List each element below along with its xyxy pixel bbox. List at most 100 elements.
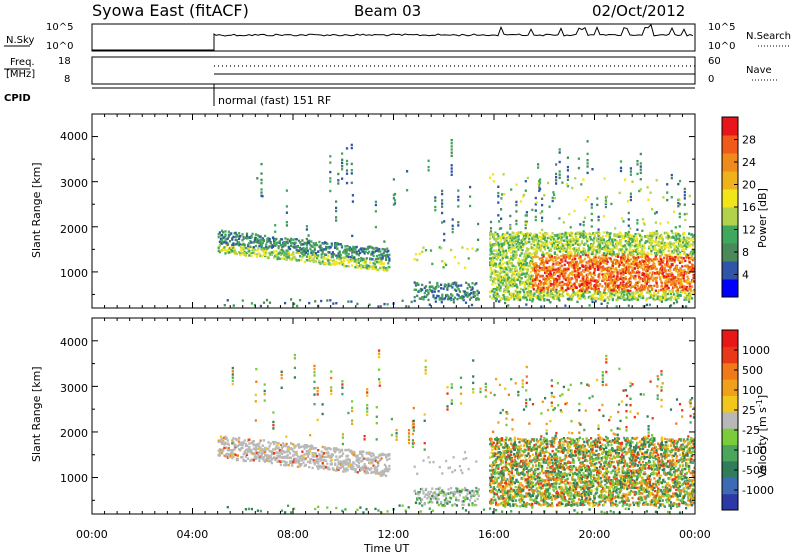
echo-cell — [525, 291, 529, 294]
echo-cell — [500, 278, 503, 281]
echo-cell — [649, 268, 652, 271]
echo-cell — [558, 241, 561, 245]
echo-cell — [382, 266, 385, 269]
streak-cell — [406, 170, 409, 173]
streak-cell — [558, 170, 561, 173]
streak-cell — [534, 196, 537, 200]
echo-cell — [594, 286, 597, 289]
echo-cell — [654, 221, 657, 224]
echo-cell — [545, 271, 548, 275]
echo-cell — [516, 243, 520, 247]
streak-cell — [566, 169, 569, 172]
echo-cell — [614, 239, 617, 242]
echo-cell — [576, 250, 579, 253]
echo-cell — [580, 288, 583, 291]
echo-cell — [260, 455, 263, 459]
echo-cell — [620, 284, 623, 287]
echo-cell — [222, 247, 225, 251]
streak-cell — [586, 159, 589, 162]
echo-cell — [231, 449, 234, 453]
echo-cell — [623, 253, 626, 257]
echo-cell — [678, 253, 682, 256]
echo-cell — [623, 178, 627, 181]
echo-cell — [656, 297, 659, 301]
echo-cell — [513, 294, 516, 297]
echo-cell — [620, 289, 624, 292]
echo-cell — [381, 253, 384, 256]
echo-cell — [571, 296, 574, 299]
streak-cell — [558, 176, 561, 179]
streak-cell — [683, 203, 686, 206]
echo-cell — [521, 271, 524, 274]
streak-cell — [538, 189, 541, 192]
echo-cell — [591, 244, 594, 248]
streak-cell — [582, 230, 585, 233]
echo-cell — [567, 283, 570, 287]
echo-cell — [644, 241, 647, 245]
echo-cell — [274, 244, 277, 247]
clutter-cell — [470, 303, 474, 307]
echo-cell — [310, 244, 313, 248]
echo-cell — [625, 269, 628, 272]
echo-cell — [556, 292, 559, 295]
echo-cell — [501, 256, 504, 260]
echo-cell — [555, 234, 558, 237]
echo-cell — [596, 250, 599, 254]
echo-cell — [604, 267, 607, 270]
echo-cell — [500, 197, 503, 200]
echo-cell — [541, 291, 544, 294]
echo-cell — [645, 258, 648, 261]
echo-cell — [608, 234, 611, 237]
echo-cell — [626, 262, 629, 265]
echo-cell — [612, 253, 615, 256]
echo-cell — [601, 285, 604, 288]
streak-cell — [345, 159, 349, 163]
echo-cell — [522, 245, 525, 249]
echo-cell — [535, 272, 538, 275]
echo-cell — [244, 253, 247, 257]
echo-cell — [340, 244, 344, 248]
echo-cell — [666, 191, 669, 194]
echo-cell — [285, 258, 288, 261]
echo-cell — [661, 275, 664, 278]
streak-cell — [457, 198, 460, 202]
echo-cell — [490, 276, 493, 280]
echo-cell — [622, 278, 625, 281]
echo-cell — [566, 253, 569, 256]
echo-cell — [551, 232, 554, 235]
echo-cell — [269, 251, 272, 254]
echo-cell — [363, 247, 366, 250]
echo-cell — [662, 287, 665, 291]
echo-cell — [445, 263, 448, 267]
echo-cell — [625, 290, 628, 294]
echo-cell — [463, 290, 467, 293]
echo-cell — [543, 194, 546, 197]
echo-cell — [462, 290, 465, 293]
echo-cell — [691, 249, 694, 252]
echo-cell — [506, 237, 509, 240]
echo-cell — [413, 281, 416, 284]
echo-cell — [677, 293, 680, 297]
echo-cell — [335, 262, 338, 265]
echo-cell — [587, 279, 590, 282]
echo-cell — [510, 267, 513, 271]
echo-cell — [321, 252, 324, 255]
echo-cell — [254, 244, 258, 248]
echo-cell — [611, 254, 614, 257]
echo-cell — [540, 246, 543, 249]
echo-cell — [565, 237, 569, 240]
echo-cell — [247, 243, 250, 246]
echo-cell — [602, 259, 605, 262]
echo-cell — [654, 238, 657, 241]
streak-cell — [497, 201, 500, 204]
echo-cell — [541, 258, 544, 262]
echo-cell — [530, 296, 533, 299]
echo-cell — [518, 292, 521, 296]
echo-cell — [610, 289, 613, 292]
echo-cell — [523, 238, 526, 241]
echo-cell — [686, 294, 689, 298]
echo-cell — [292, 252, 295, 255]
echo-cell — [663, 267, 666, 270]
echo-cell — [247, 448, 250, 451]
echo-cell — [323, 262, 327, 266]
